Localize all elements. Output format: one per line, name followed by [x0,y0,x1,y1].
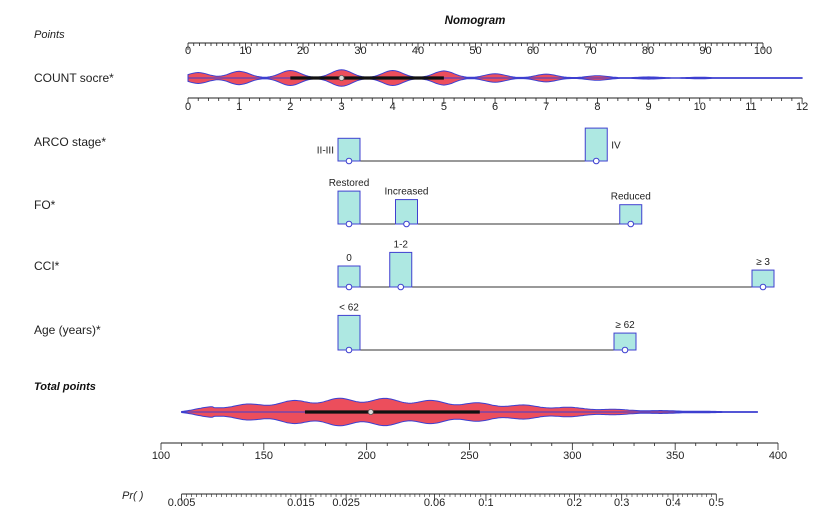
count-score-tick-label: 12 [796,101,808,113]
probability-tick-label: 0.2 [567,497,582,509]
arco-stage-bar [337,137,361,162]
probability-axis: 0.005 0.015 0.025 0.06 0.1 0.2 0.3 0.4 0.5 [168,493,724,509]
fo-category-label: Reduced [611,192,651,203]
points-axis: 0 10 20 30 40 50 60 70 80 90 100 [185,42,772,57]
cci-category-label: 0 [346,253,352,264]
points-tick-label: 40 [412,45,424,57]
age-bar [337,314,361,351]
age-point [621,346,629,354]
total-points-row: 100 150 200 250 300 350 400 [152,397,787,462]
chart-title: Nomogram [445,15,506,27]
age-row: < 62 ≥ 62 [337,302,637,354]
count-score-tick-label: 6 [492,101,498,113]
cci-point [397,283,405,291]
points-tick-label: 100 [754,45,772,57]
fo-label: FO* [34,198,56,212]
total-points-tick-label: 100 [152,450,170,462]
total-points-tick-label: 250 [460,450,478,462]
total-points-tick-label: 200 [357,450,375,462]
probability-tick-label: 0.5 [709,497,724,509]
probability-tick-label: 0.025 [332,497,360,509]
cci-label: CCI* [34,259,60,273]
count-score-tick-label: 9 [646,101,652,113]
fo-bar [337,190,361,225]
count-score-label: COUNT socre* [34,71,114,85]
total-points-tick-label: 400 [769,450,787,462]
arco-stage-label: ARCO stage* [34,135,106,149]
points-tick-label: 90 [699,45,711,57]
fo-point [627,220,635,228]
probability-tick-label: 0.1 [478,497,493,509]
count-score-tick-label: 3 [338,101,344,113]
arco-stage-bar [584,127,608,162]
count-score-tick-label: 1 [236,101,242,113]
fo-bar [395,199,418,225]
fo-row: Restored Increased Reduced [329,178,651,228]
points-axis-label: Points [34,29,65,41]
arco-stage-category-label: IV [611,141,621,152]
fo-category-label: Increased [385,187,429,198]
count-score-row: 0 1 2 3 4 5 6 7 8 9 10 11 12 [185,69,808,113]
probability-label: Pr( ) [122,490,144,502]
points-tick-label: 50 [469,45,481,57]
count-score-tick-label: 7 [543,101,549,113]
count-score-tick-label: 0 [185,101,191,113]
cci-bar [389,251,413,288]
total-points-label: Total points [34,381,96,393]
cci-category-label: ≥ 3 [756,257,770,268]
total-points-tick-label: 300 [563,450,581,462]
count-score-median [338,75,345,82]
count-score-tick-label: 2 [287,101,293,113]
total-points-median [367,408,374,415]
fo-point [345,220,353,228]
points-tick-label: 80 [642,45,654,57]
arco-stage-point [592,157,600,165]
points-tick-label: 70 [584,45,596,57]
points-tick-label: 60 [527,45,539,57]
total-points-tick-label: 350 [666,450,684,462]
count-score-tick-label: 8 [594,101,600,113]
arco-stage-row: II-III IV [317,127,621,165]
age-point [345,346,353,354]
points-tick-label: 10 [239,45,251,57]
probability-tick-label: 0.015 [287,497,315,509]
cci-point [345,283,353,291]
cci-row: 0 1-2 ≥ 3 [337,239,775,291]
arco-stage-category-label: II-III [317,146,334,157]
points-tick-label: 20 [297,45,309,57]
total-points-tick-label: 150 [255,450,273,462]
count-score-tick-label: 5 [441,101,447,113]
count-score-tick-label: 10 [694,101,706,113]
age-category-label: ≥ 62 [615,320,635,331]
probability-tick-label: 0.06 [424,497,445,509]
cci-point [759,283,767,291]
age-label: Age (years)* [34,323,101,337]
probability-tick-label: 0.3 [614,497,629,509]
count-score-tick-label: 4 [390,101,396,113]
cci-category-label: 1-2 [394,239,409,250]
arco-stage-point [345,157,353,165]
fo-category-label: Restored [329,178,370,189]
probability-tick-label: 0.4 [665,497,680,509]
points-tick-label: 0 [185,45,191,57]
age-category-label: < 62 [339,302,359,313]
fo-point [403,220,410,228]
points-tick-label: 30 [354,45,366,57]
probability-tick-label: 0.005 [168,497,196,509]
count-score-tick-label: 11 [745,101,756,113]
